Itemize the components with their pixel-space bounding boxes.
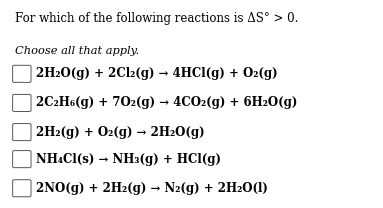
FancyBboxPatch shape	[13, 94, 31, 111]
Text: Choose all that apply.: Choose all that apply.	[15, 46, 139, 56]
Text: 2H₂(g) + O₂(g) → 2H₂O(g): 2H₂(g) + O₂(g) → 2H₂O(g)	[36, 126, 205, 139]
FancyBboxPatch shape	[13, 151, 31, 168]
FancyBboxPatch shape	[13, 180, 31, 197]
Text: 2NO(g) + 2H₂(g) → N₂(g) + 2H₂O(l): 2NO(g) + 2H₂(g) → N₂(g) + 2H₂O(l)	[36, 182, 268, 195]
Text: For which of the following reactions is ΔS° > 0.: For which of the following reactions is …	[15, 12, 298, 26]
FancyBboxPatch shape	[13, 124, 31, 141]
Text: 2C₂H₆(g) + 7O₂(g) → 4CO₂(g) + 6H₂O(g): 2C₂H₆(g) + 7O₂(g) → 4CO₂(g) + 6H₂O(g)	[36, 97, 298, 109]
Text: 2H₂O(g) + 2Cl₂(g) → 4HCl(g) + O₂(g): 2H₂O(g) + 2Cl₂(g) → 4HCl(g) + O₂(g)	[36, 67, 278, 80]
Text: NH₄Cl(s) → NH₃(g) + HCl(g): NH₄Cl(s) → NH₃(g) + HCl(g)	[36, 153, 221, 166]
FancyBboxPatch shape	[13, 65, 31, 82]
